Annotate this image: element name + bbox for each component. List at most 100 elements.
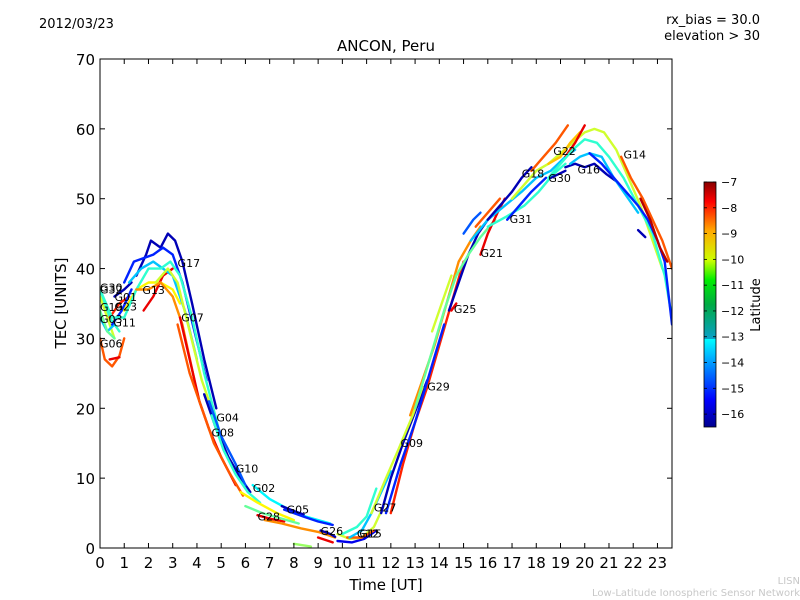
parameters-block: rx_bias = 30.0 elevation > 30 — [664, 13, 760, 45]
series-g29b — [384, 323, 446, 515]
series-g18 — [486, 166, 533, 221]
satellite-label: G25 — [454, 303, 477, 316]
x-tick-label: 22 — [624, 554, 643, 572]
x-tick-label: 7 — [265, 554, 275, 572]
colorbar-tick-label: −15 — [721, 382, 744, 395]
satellite-label: G11 — [113, 316, 136, 329]
x-tick-label: 21 — [599, 554, 618, 572]
satellite-label: G23 — [115, 300, 138, 313]
colorbar-gradient — [703, 181, 717, 428]
satellite-label: G03 — [100, 313, 123, 326]
colorbar-tick-label: −14 — [721, 357, 744, 370]
series-g14b — [639, 197, 669, 263]
series-g26b — [292, 542, 313, 548]
colorbar-tick-label: −11 — [721, 279, 744, 292]
series-g26 — [319, 529, 337, 538]
series-layer — [100, 124, 672, 548]
series-g17 — [135, 232, 218, 410]
x-tick-label: 12 — [381, 554, 400, 572]
elevation-label: elevation > 30 — [664, 29, 760, 44]
y-tick-label: 70 — [76, 51, 95, 69]
x-tick-label: 14 — [430, 554, 449, 572]
satellite-label: G12 — [357, 527, 380, 540]
series-g28c — [244, 504, 300, 525]
series-g07 — [100, 260, 220, 431]
satellite-label: G22 — [553, 145, 576, 158]
x-tick-label: 10 — [333, 554, 352, 572]
x-tick-label: 8 — [289, 554, 299, 572]
satellite-label: G32 — [100, 284, 123, 297]
x-tick-label: 9 — [313, 554, 323, 572]
satellite-label: G09 — [401, 437, 424, 450]
x-tick-label: 6 — [241, 554, 251, 572]
satellite-label: G14 — [624, 149, 647, 162]
satellite-label: G27 — [374, 501, 397, 514]
series-g05b — [283, 508, 334, 527]
y-tick-label: 50 — [76, 191, 95, 209]
series-g16c — [547, 138, 672, 319]
satellite-label: G06 — [100, 337, 123, 350]
x-tick-label: 17 — [502, 554, 521, 572]
series-g14c — [636, 228, 647, 239]
series-g28b — [263, 518, 337, 539]
colorbar-tick-label: −10 — [721, 253, 744, 266]
colorbar-tick-label: −13 — [721, 331, 744, 344]
series-g07b — [154, 267, 218, 424]
y-tick-label: 0 — [85, 540, 95, 558]
x-tick-label: 3 — [168, 554, 178, 572]
annotation-layer: G30G32G01G19G23G03G11G06G13G17G07G04G08G… — [100, 145, 646, 540]
x-tick-label: 20 — [575, 554, 594, 572]
series-g12 — [336, 529, 378, 544]
axis-layer: 0 1 2 3 4 5 6 7 8 9 10 11 12 13 14 15 16 17 18 19 20 21 22 2301… — [76, 51, 672, 572]
y-tick-label: 10 — [76, 470, 95, 488]
rx-bias-label: rx_bias = 30.0 — [666, 13, 760, 28]
satellite-label: G18 — [522, 168, 545, 181]
series-g06b — [108, 356, 121, 361]
plot-frame — [99, 58, 673, 549]
series-g23 — [108, 295, 131, 319]
satellite-label: G31 — [510, 213, 533, 226]
y-tick-label: 30 — [76, 330, 95, 348]
satellite-label: G17 — [178, 257, 201, 270]
series-g05 — [280, 504, 305, 516]
network-full-label: Low-Latitude Ionospheric Sensor Network — [592, 588, 800, 599]
y-tick-label: 20 — [76, 400, 95, 418]
satellite-label: G26 — [321, 525, 344, 538]
series-g21b — [474, 197, 502, 228]
x-tick-label: 5 — [216, 554, 226, 572]
series-g27b — [341, 487, 378, 536]
colorbar: −7 −8 −9 −10 −11 −12 −13 −14 −15 −16 Latitude — [703, 176, 764, 428]
colorbar-label: Latitude — [749, 278, 764, 332]
x-tick-label: 16 — [478, 554, 497, 572]
series-g02c — [239, 490, 296, 522]
satellite-label: G15 — [359, 527, 382, 540]
series-g25b — [413, 218, 497, 410]
satellite-label: G30 — [548, 172, 571, 185]
x-axis-label: Time [UT] — [348, 576, 422, 594]
satellite-label: G01 — [115, 291, 138, 304]
satellite-label: G19 — [100, 301, 123, 314]
series-g32 — [100, 295, 116, 340]
x-tick-label: 19 — [551, 554, 570, 572]
series-g31b — [486, 162, 567, 228]
series-g15b — [346, 529, 376, 539]
colorbar-tick-label: −9 — [721, 228, 737, 241]
series-g22b — [564, 124, 586, 158]
series-g11 — [110, 288, 133, 326]
series-g18b — [510, 127, 664, 270]
x-tick-label: 2 — [144, 554, 154, 572]
series-g22 — [530, 124, 569, 172]
x-tick-label: 23 — [648, 554, 667, 572]
satellite-label: G28 — [258, 511, 281, 524]
date-label: 2012/03/23 — [39, 17, 114, 32]
series-g25d — [450, 302, 458, 312]
chart-title: ANCON, Peru — [337, 37, 435, 55]
x-tick-label: 15 — [454, 554, 473, 572]
satellite-label: G21 — [481, 247, 504, 260]
series-g16b — [569, 152, 640, 214]
x-tick-label: 18 — [527, 554, 546, 572]
satellite-label: G05 — [287, 504, 310, 517]
series-g26c — [316, 536, 334, 544]
x-tick-label: 13 — [406, 554, 425, 572]
